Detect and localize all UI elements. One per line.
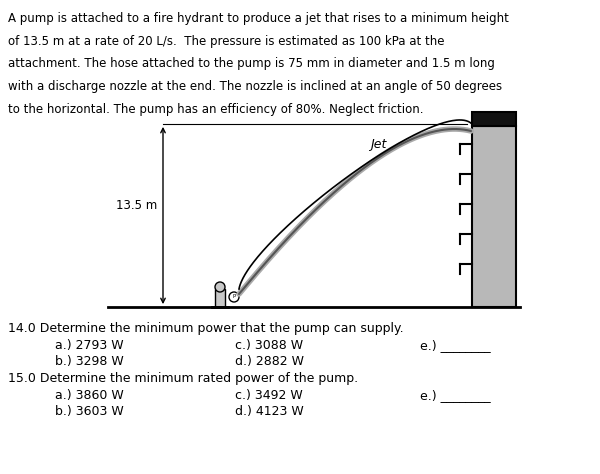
Text: Jet: Jet <box>370 137 386 151</box>
Text: 15.0 Determine the minimum rated power of the pump.: 15.0 Determine the minimum rated power o… <box>8 372 358 385</box>
Bar <box>472 126 516 307</box>
Text: e.) ________: e.) ________ <box>420 339 491 352</box>
Text: attachment. The hose attached to the pump is 75 mm in diameter and 1.5 m long: attachment. The hose attached to the pum… <box>8 57 494 70</box>
Text: A pump is attached to a fire hydrant to produce a jet that rises to a minimum he: A pump is attached to a fire hydrant to … <box>8 12 509 25</box>
Text: 14.0 Determine the minimum power that the pump can supply.: 14.0 Determine the minimum power that th… <box>8 322 404 335</box>
Circle shape <box>229 292 239 302</box>
Text: P: P <box>232 294 236 300</box>
Bar <box>215 289 225 307</box>
Text: to the horizontal. The pump has an efficiency of 80%. Neglect friction.: to the horizontal. The pump has an effic… <box>8 103 424 116</box>
Circle shape <box>215 282 225 292</box>
Text: with a discharge nozzle at the end. The nozzle is inclined at an angle of 50 deg: with a discharge nozzle at the end. The … <box>8 80 502 93</box>
Text: d.) 4123 W: d.) 4123 W <box>235 405 304 418</box>
Text: e.) ________: e.) ________ <box>420 389 491 402</box>
Text: a.) 2793 W: a.) 2793 W <box>55 339 124 352</box>
Text: a.) 3860 W: a.) 3860 W <box>55 389 124 402</box>
Text: 13.5 m: 13.5 m <box>116 199 157 212</box>
Text: b.) 3603 W: b.) 3603 W <box>55 405 124 418</box>
Text: of 13.5 m at a rate of 20 L/s.  The pressure is estimated as 100 kPa at the: of 13.5 m at a rate of 20 L/s. The press… <box>8 35 444 47</box>
Text: c.) 3492 W: c.) 3492 W <box>235 389 303 402</box>
Text: c.) 3088 W: c.) 3088 W <box>235 339 303 352</box>
Text: d.) 2882 W: d.) 2882 W <box>235 355 304 368</box>
Text: b.) 3298 W: b.) 3298 W <box>55 355 124 368</box>
Bar <box>472 112 516 126</box>
